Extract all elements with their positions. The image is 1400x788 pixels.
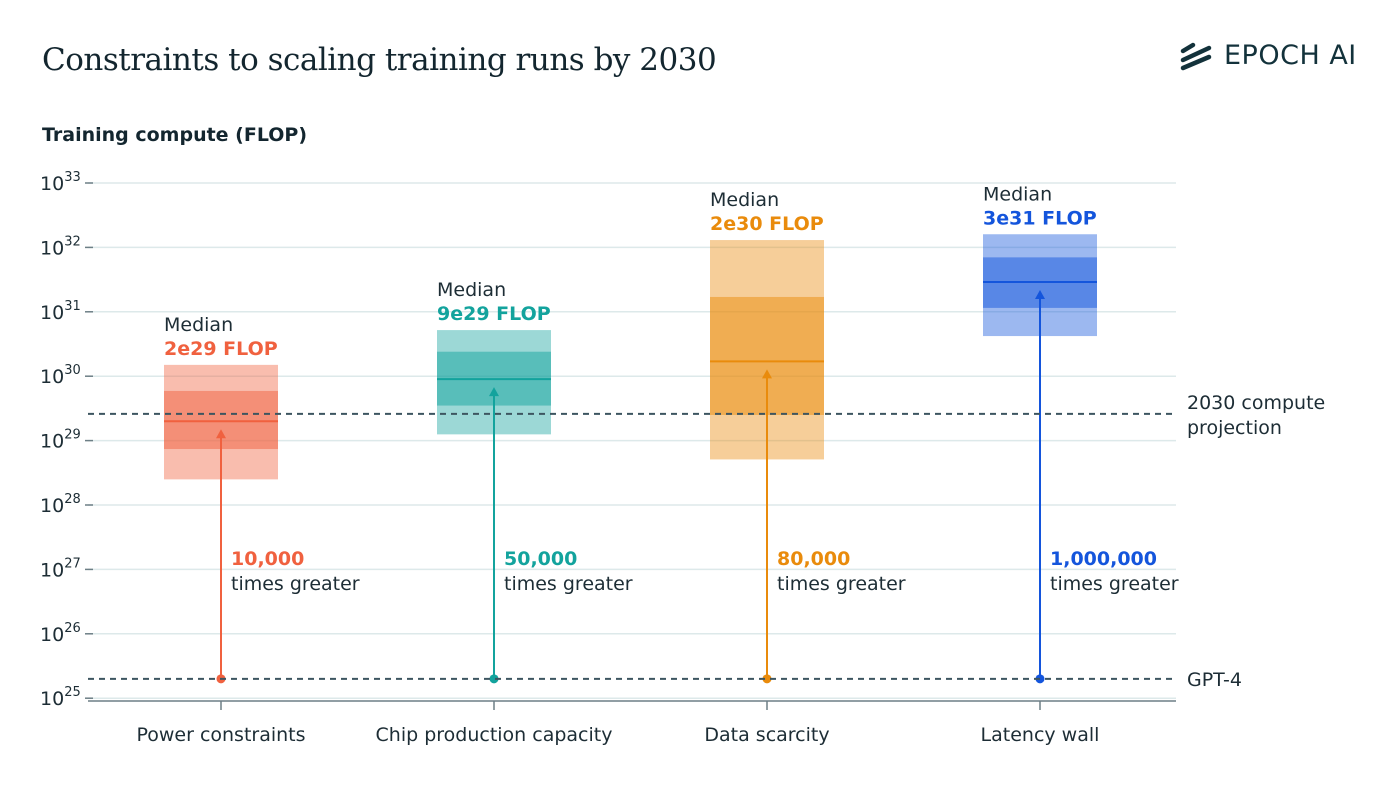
reference-line-label: GPT-4 — [1187, 669, 1242, 691]
arrow-head — [1035, 290, 1045, 300]
gpt4-point — [489, 674, 499, 684]
reference-line-label: 2030 compute — [1187, 392, 1325, 414]
x-tick-label: Data scarcity — [704, 724, 829, 746]
y-tick-label: 1028 — [40, 492, 81, 517]
factor-label: 50,000 — [504, 548, 577, 570]
epoch-logo-icon — [1180, 42, 1212, 70]
y-tick-label: 1030 — [40, 363, 81, 388]
median-label: Median — [710, 189, 779, 211]
x-tick-label: Power constraints — [136, 724, 305, 746]
arrow-head — [216, 429, 226, 439]
gpt4-point — [762, 674, 772, 684]
y-tick-label: 1033 — [40, 170, 81, 195]
median-label: Median — [437, 279, 506, 301]
median-label: Median — [983, 183, 1052, 205]
y-tick-label: 1026 — [40, 621, 81, 646]
y-tick-label: 1031 — [40, 299, 81, 324]
y-tick-label: 1029 — [40, 428, 81, 453]
arrow-head — [762, 369, 772, 379]
y-axis-label: Training compute (FLOP) — [42, 124, 308, 146]
median-value-label: 2e29 FLOP — [164, 338, 278, 360]
y-tick-label: 1025 — [40, 685, 81, 710]
logo-text: EPOCH AI — [1224, 40, 1357, 71]
x-tick-label: Chip production capacity — [376, 724, 613, 746]
factor-suffix: times greater — [1050, 573, 1179, 595]
x-tick-label: Latency wall — [981, 724, 1100, 746]
y-tick-label: 1027 — [40, 556, 81, 581]
factor-suffix: times greater — [504, 573, 633, 595]
epoch-ai-logo: EPOCH AI — [1180, 40, 1357, 71]
factor-suffix: times greater — [231, 573, 360, 595]
factor-label: 80,000 — [777, 548, 850, 570]
y-tick-label: 1032 — [40, 234, 81, 259]
median-value-label: 3e31 FLOP — [983, 207, 1097, 229]
chart-title: Constraints to scaling training runs by … — [42, 42, 717, 78]
arrow-head — [489, 387, 499, 397]
median-value-label: 2e30 FLOP — [710, 213, 824, 235]
factor-label: 1,000,000 — [1050, 548, 1157, 570]
median-value-label: 9e29 FLOP — [437, 303, 551, 325]
reference-line-label: projection — [1187, 417, 1282, 439]
median-label: Median — [164, 314, 233, 336]
factor-suffix: times greater — [777, 573, 906, 595]
factor-label: 10,000 — [231, 548, 304, 570]
